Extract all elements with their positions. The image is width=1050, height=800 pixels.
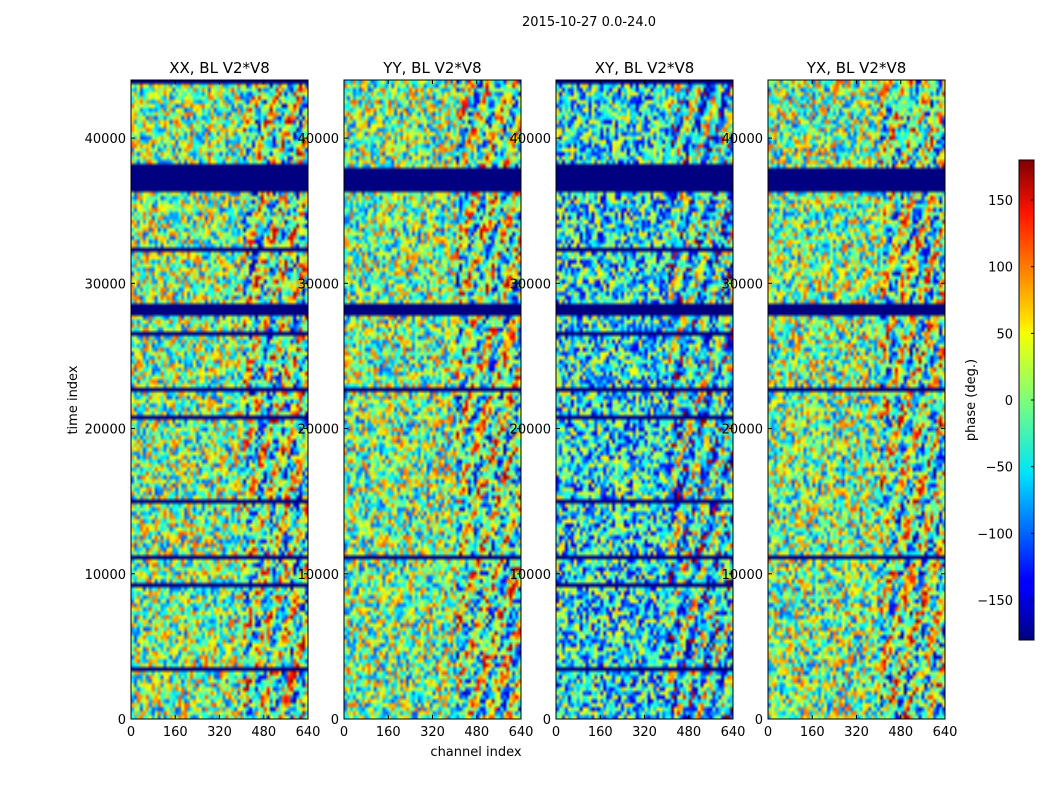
colorbar-tick-label: 100 xyxy=(988,261,1013,276)
panel-title: XY, BL V2*V8 xyxy=(595,59,695,77)
y-tick-label: 0 xyxy=(118,713,126,728)
figure-suptitle: 2015-10-27 0.0-24.0 xyxy=(522,15,656,30)
y-tick-label: 0 xyxy=(331,713,339,728)
x-tick-label: 480 xyxy=(888,725,913,740)
panel-title: YY, BL V2*V8 xyxy=(382,59,481,77)
y-axis-label: time index xyxy=(66,365,81,434)
x-tick-label: 0 xyxy=(764,725,772,740)
x-tick-label: 320 xyxy=(207,725,232,740)
colorbar-tick-label: −50 xyxy=(986,461,1013,476)
heatmap-yy xyxy=(344,80,521,719)
x-tick-label: 320 xyxy=(632,725,657,740)
panel-title: XX, BL V2*V8 xyxy=(169,59,270,77)
y-tick-label: 40000 xyxy=(85,132,126,147)
x-tick-label: 160 xyxy=(376,725,401,740)
x-tick-label: 640 xyxy=(509,725,534,740)
x-tick-label: 320 xyxy=(844,725,869,740)
y-tick-label: 40000 xyxy=(722,132,763,147)
panel-yx: YX, BL V2*V8 0 160 320 480 640 0 10000 20000 3000… xyxy=(722,59,958,740)
colorbar-tick-label: 50 xyxy=(996,327,1013,342)
y-tick-label: 20000 xyxy=(298,423,339,438)
x-axis-label: channel index xyxy=(430,745,521,760)
panel-title: YX, BL V2*V8 xyxy=(806,59,907,77)
heatmap-yx xyxy=(768,80,945,719)
x-tick-label: 0 xyxy=(127,725,135,740)
y-tick-label: 20000 xyxy=(85,423,126,438)
colorbar-tick-label: −150 xyxy=(977,594,1013,609)
y-tick-label: 0 xyxy=(755,713,763,728)
x-tick-label: 640 xyxy=(296,725,321,740)
x-tick-label: 0 xyxy=(340,725,348,740)
panel-xy: XY, BL V2*V8 0 160 320 480 640 0 10000 20000 3000… xyxy=(510,59,746,740)
colorbar-tick-label: −100 xyxy=(977,527,1013,542)
y-tick-label: 10000 xyxy=(298,568,339,583)
y-tick-label: 30000 xyxy=(85,277,126,292)
colorbar-tick-label: 0 xyxy=(1005,394,1013,409)
x-tick-label: 640 xyxy=(721,725,746,740)
x-tick-label: 480 xyxy=(464,725,489,740)
x-tick-label: 160 xyxy=(588,725,613,740)
colorbar-label: phase (deg.) xyxy=(964,359,979,441)
y-tick-label: 10000 xyxy=(85,568,126,583)
y-tick-label: 10000 xyxy=(722,568,763,583)
y-tick-label: 20000 xyxy=(722,423,763,438)
heatmap-xx xyxy=(131,80,308,719)
x-tick-label: 320 xyxy=(420,725,445,740)
y-tick-label: 0 xyxy=(543,713,551,728)
y-tick-label: 40000 xyxy=(510,132,551,147)
x-tick-label: 480 xyxy=(676,725,701,740)
panel-yy: YY, BL V2*V8 0 160 320 480 640 0 10000 20000 3000… xyxy=(298,59,534,740)
colorbar: −150 −100 −50 0 50 100 150 phase (deg.) xyxy=(964,159,1035,641)
y-tick-label: 20000 xyxy=(510,423,551,438)
y-tick-label: 30000 xyxy=(510,277,551,292)
x-tick-label: 160 xyxy=(800,725,825,740)
y-tick-label: 30000 xyxy=(298,277,339,292)
y-tick-label: 40000 xyxy=(298,132,339,147)
y-tick-label: 30000 xyxy=(722,277,763,292)
x-tick-label: 160 xyxy=(163,725,188,740)
x-tick-label: 0 xyxy=(552,725,560,740)
x-tick-label: 640 xyxy=(933,725,958,740)
x-tick-label: 480 xyxy=(251,725,276,740)
panel-xx: XX, BL V2*V8 0 160 320 480 640 0 10000 20000 3000… xyxy=(85,59,321,740)
heatmap-xy xyxy=(556,80,733,719)
y-tick-label: 10000 xyxy=(510,568,551,583)
colorbar-tick-label: 150 xyxy=(988,194,1013,209)
